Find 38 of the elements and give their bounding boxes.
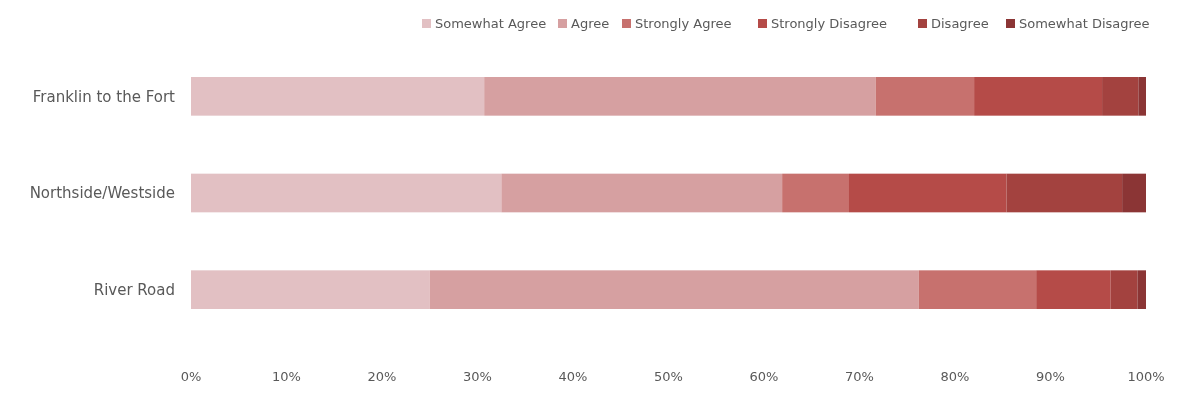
bar bbox=[875, 77, 975, 116]
bar bbox=[918, 270, 1037, 309]
bar bbox=[501, 173, 783, 213]
bar bbox=[1138, 77, 1146, 116]
x-tick-label: 20% bbox=[367, 368, 397, 384]
x-tick-label: 0% bbox=[180, 368, 202, 384]
bar bbox=[191, 270, 430, 309]
x-tick-label: 30% bbox=[463, 368, 492, 384]
legend-label: Strongly Disagree bbox=[771, 16, 887, 31]
y-tick-label: Franklin to the Fort bbox=[32, 87, 176, 106]
legend-label: Strongly Agree bbox=[635, 16, 732, 31]
legend-label: Disagree bbox=[931, 16, 989, 31]
x-tick-label: 80% bbox=[940, 368, 970, 384]
x-tick-label: 60% bbox=[749, 368, 779, 384]
legend-label: Agree bbox=[571, 16, 610, 31]
bar bbox=[1036, 270, 1111, 309]
bar bbox=[1122, 173, 1146, 213]
legend-label: Somewhat Agree bbox=[435, 16, 547, 31]
bar bbox=[782, 173, 849, 213]
bar bbox=[1137, 270, 1147, 309]
bar bbox=[429, 270, 919, 309]
legend-label: Somewhat Disagree bbox=[1019, 16, 1150, 31]
y-tick-label: Northside/Westside bbox=[29, 184, 175, 203]
bar bbox=[484, 77, 876, 116]
x-tick-label: 100% bbox=[1127, 368, 1165, 384]
x-tick-label: 90% bbox=[1036, 368, 1065, 384]
x-tick-label: 70% bbox=[845, 368, 874, 384]
bar bbox=[191, 77, 485, 116]
x-tick-label: 50% bbox=[654, 368, 683, 384]
bar bbox=[1006, 173, 1123, 213]
x-tick-label: 40% bbox=[558, 368, 588, 384]
bar bbox=[1110, 270, 1138, 309]
y-tick-label: River Road bbox=[93, 280, 175, 299]
x-tick-label: 10% bbox=[272, 368, 301, 384]
bar bbox=[191, 173, 502, 213]
bar bbox=[849, 173, 1007, 213]
bar bbox=[1102, 77, 1139, 116]
bar bbox=[974, 77, 1103, 116]
